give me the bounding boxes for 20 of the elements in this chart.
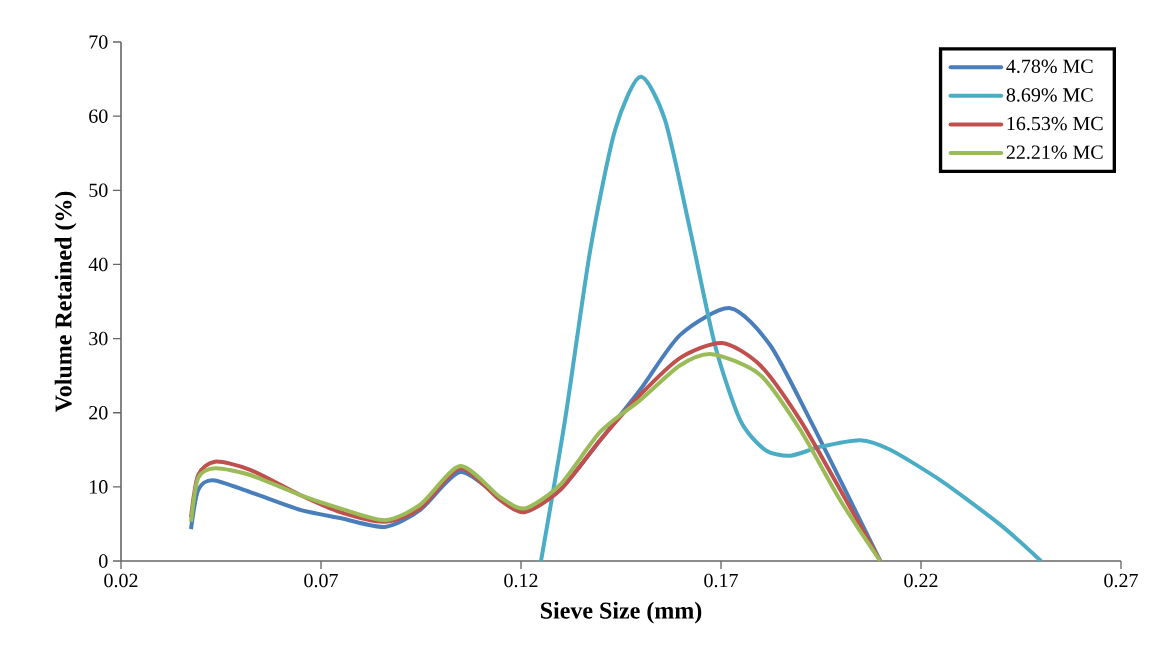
x-tick-label: 0.12 <box>504 573 538 588</box>
x-tick-label: 0.27 <box>1104 573 1138 588</box>
legend-label: 22.21% MC <box>1006 145 1103 160</box>
legend-label: 4.78% MC <box>1006 59 1093 74</box>
y-tick-label: 60 <box>89 109 108 123</box>
x-tick-label: 0.17 <box>704 573 738 588</box>
x-tick-label: 0.22 <box>904 573 938 588</box>
y-tick-label: 40 <box>88 257 108 272</box>
y-tick-label: 0 <box>99 554 108 568</box>
y-tick-label: 50 <box>89 183 108 198</box>
y-tick-label: 70 <box>89 35 108 49</box>
y-tick-label: 10 <box>90 480 108 494</box>
legend-label: 8.69% MC <box>1006 88 1093 102</box>
legend-label: 16.53% MC <box>1007 116 1103 131</box>
x-tick-label: 0.02 <box>104 573 138 588</box>
x-tick-label: 0.07 <box>304 573 338 588</box>
x-axis-title: Sieve Size (mm) <box>540 601 702 624</box>
y-axis-title: Volume Retained (%) <box>54 191 77 413</box>
y-tick-label: 20 <box>89 405 108 420</box>
y-tick-label: 30 <box>89 331 108 346</box>
